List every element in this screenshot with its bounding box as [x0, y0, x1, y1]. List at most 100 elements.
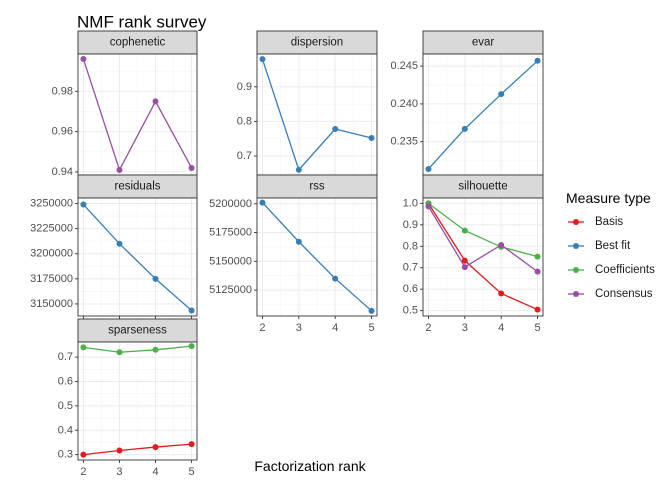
data-point-basis	[498, 290, 505, 297]
data-point-best-fit	[498, 91, 505, 98]
facet-silhouette: silhouette 0.5 0.6 0.7 0.8 0.9 1.0 2 3 4 5	[403, 174, 544, 334]
y-tick-label: 3200000	[30, 248, 73, 260]
series-line-basis	[83, 443, 192, 456]
legend-key-point	[573, 219, 579, 225]
y-tick-label: 1.0	[403, 197, 418, 209]
facet-panel-border	[77, 197, 198, 317]
data-point-best-fit	[188, 307, 195, 314]
y-tick-label: 0.7	[58, 351, 73, 363]
data-point-consensus	[152, 98, 159, 105]
legend-key-point	[573, 243, 579, 249]
y-tick-label: 0.240	[390, 98, 418, 110]
x-tick-label: 5	[534, 322, 540, 334]
data-point-best-fit	[152, 275, 159, 282]
data-point-consensus	[534, 268, 541, 275]
facet-strip-label: silhouette	[458, 181, 507, 193]
x-tick-label: 4	[498, 322, 504, 334]
data-point-consensus	[425, 203, 432, 210]
y-tick-label: 5150000	[209, 255, 252, 267]
data-point-best-fit	[332, 275, 339, 282]
chart-title: NMF rank survey	[77, 13, 207, 32]
y-tick-label: 0.245	[390, 60, 418, 72]
data-point-consensus	[116, 166, 123, 173]
data-point-basis	[534, 306, 541, 313]
y-tick-label: 0.5	[58, 400, 73, 412]
x-tick-label: 3	[462, 322, 468, 334]
legend-entry-label: Consensus	[595, 288, 653, 300]
series-line-best-fit	[427, 60, 538, 170]
facet-strip-label: cophenetic	[110, 37, 166, 49]
data-point-basis	[461, 257, 468, 264]
data-point-best-fit	[368, 307, 375, 314]
data-point-best-fit	[295, 238, 302, 245]
legend-entry-basis: Basis	[568, 216, 623, 228]
facet-strip-label: residuals	[114, 181, 160, 193]
x-tick-label: 2	[259, 322, 265, 334]
data-point-best-fit	[332, 126, 339, 133]
y-tick-label: 0.3	[58, 449, 73, 461]
x-tick-label: 3	[296, 322, 302, 334]
data-point-consensus	[498, 241, 505, 248]
data-point-consensus	[461, 264, 468, 271]
legend-title: Measure type	[566, 190, 651, 206]
legend-entry-label: Basis	[595, 216, 623, 228]
y-tick-label: 0.7	[237, 150, 252, 162]
data-point-best-fit	[80, 201, 87, 208]
legend-entry-consensus: Consensus	[568, 288, 653, 300]
series-line-coefficients	[83, 345, 192, 353]
facet-panel-border	[256, 197, 378, 317]
y-tick-label: 0.7	[403, 262, 418, 274]
y-tick-label: 5125000	[209, 284, 252, 296]
legend-entry-label: Coefficients	[595, 264, 655, 276]
facet-strip-label: dispersion	[291, 37, 343, 49]
facet-sparseness: sparseness 0.3 0.4 0.5 0.6 0.7 2 3 4 5	[58, 318, 198, 478]
data-point-basis	[188, 441, 195, 448]
data-point-coefficients	[80, 344, 87, 351]
facet-panels: cophenetic0.940.960.982345dispersion0.70…	[30, 30, 544, 478]
y-tick-label: 0.6	[58, 375, 73, 387]
y-tick-label: 0.8	[403, 240, 418, 252]
y-tick-label: 3250000	[30, 198, 73, 210]
legend-key-point	[573, 291, 579, 297]
data-point-coefficients	[116, 349, 123, 356]
y-tick-label: 0.9	[403, 219, 418, 231]
y-tick-label: 0.6	[403, 283, 418, 295]
data-point-best-fit	[116, 240, 123, 247]
x-tick-label: 2	[80, 466, 86, 478]
data-point-consensus	[188, 164, 195, 171]
data-point-best-fit	[461, 125, 468, 132]
y-tick-label: 0.9	[237, 81, 252, 93]
facet-strip-label: rss	[309, 181, 325, 193]
y-tick-label: 0.94	[52, 166, 73, 178]
x-tick-label: 4	[332, 322, 338, 334]
facet-panel-border	[422, 197, 544, 317]
data-point-best-fit	[295, 166, 302, 173]
series-line-best-fit	[82, 204, 193, 311]
data-point-best-fit	[259, 56, 266, 63]
data-point-coefficients	[152, 346, 159, 353]
legend-entry-best-fit: Best fit	[568, 240, 631, 252]
y-tick-label: 0.5	[403, 305, 418, 317]
x-tick-label: 3	[116, 466, 122, 478]
data-point-basis	[116, 447, 123, 454]
y-tick-label: 3175000	[30, 273, 73, 285]
facet-panel-border	[77, 341, 198, 461]
data-point-best-fit	[534, 57, 541, 64]
facet-strip-label: evar	[472, 37, 495, 49]
y-tick-label: 0.235	[390, 136, 418, 148]
series-line-basis	[427, 203, 538, 311]
y-tick-label: 5175000	[209, 227, 252, 239]
x-tick-label: 5	[368, 322, 374, 334]
facet-rss: rss 5125000 5150000 5175000 5200000 2 3 4 5	[209, 174, 378, 334]
series-line-best-fit	[261, 202, 372, 312]
data-point-best-fit	[368, 135, 375, 142]
legend: Measure type Basis Best fit Coefficients Co…	[566, 190, 655, 300]
series-line-best-fit	[261, 58, 372, 172]
y-tick-label: 0.96	[52, 126, 73, 138]
data-point-coefficients	[461, 227, 468, 234]
x-tick-label: 5	[189, 466, 195, 478]
y-tick-label: 3225000	[30, 223, 73, 235]
series-line-consensus	[427, 206, 538, 273]
